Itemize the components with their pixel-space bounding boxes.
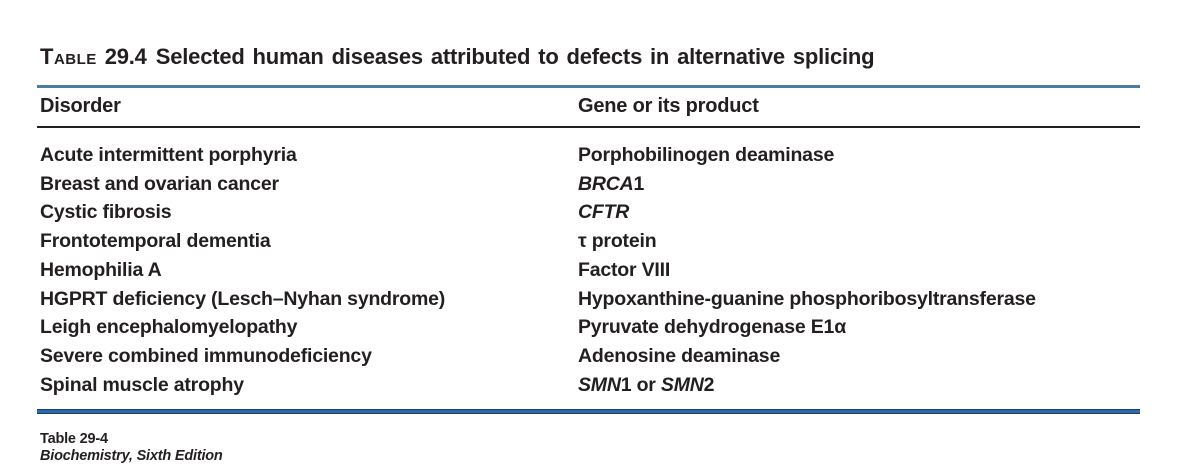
gene-cell: Pyruvate dehydrogenase E1α [578, 313, 1140, 342]
gene-segment: Adenosine deaminase [578, 344, 781, 367]
gene-segment: Factor VIII [578, 258, 671, 281]
disorder-cell: Breast and ovarian cancer [40, 172, 279, 195]
gene-cell: Adenosine deaminase [578, 342, 1140, 371]
table-title-text: Selected human diseases attributed to de… [155, 44, 875, 69]
disorder-cell: Cystic fibrosis [40, 201, 172, 224]
table-row: Frontotemporal dementia τ protein [40, 227, 1140, 256]
gene-cell: Porphobilinogen deaminase [578, 141, 1140, 170]
footer: Table 29-4 Biochemistry, Sixth Edition [40, 431, 223, 465]
gene-segment-italic: CFTR [578, 201, 630, 224]
table-row: Hemophilia A Factor VIII [40, 256, 1140, 285]
gene-segment: 1 or [620, 373, 661, 396]
top-rule [37, 85, 1140, 88]
disorder-cell: HGPRT deficiency (Lesch–Nyhan syndrome) [40, 287, 446, 310]
table-row: Cystic fibrosis CFTR [40, 198, 1140, 227]
footer-source: Biochemistry, Sixth Edition [40, 448, 223, 464]
gene-cell: BRCA1 [578, 170, 1140, 199]
gene-segment: 2 [703, 373, 715, 396]
gene-segment-italic: BRCA [578, 172, 634, 195]
gene-cell: Hypoxanthine-guanine phosphoribosyltrans… [578, 285, 1140, 314]
disorder-cell: Hemophilia A [40, 258, 162, 281]
table-title-word: Table [40, 44, 97, 69]
gene-cell: Factor VIII [578, 256, 1140, 285]
gene-cell: τ protein [578, 227, 1140, 256]
table-row: Severe combined immunodeficiency Adenosin… [40, 342, 1140, 371]
gene-segment-italic: SMN [660, 373, 704, 396]
gene-segment: τ protein [578, 230, 657, 253]
table-body: Acute intermittent porphyria Porphobilino… [40, 141, 1140, 399]
table-row: HGPRT deficiency (Lesch–Nyhan syndrome) H… [40, 285, 1140, 314]
disorder-cell: Acute intermittent porphyria [40, 144, 297, 166]
disorder-cell: Severe combined immunodeficiency [40, 344, 372, 367]
gene-segment: Hypoxanthine-guanine phosphoribosyltrans… [578, 287, 1036, 310]
column-header-disorder: Disorder [40, 95, 121, 117]
gene-segment: Porphobilinogen deaminase [578, 144, 835, 166]
gene-segment-italic: SMN [578, 373, 621, 396]
table-row: Breast and ovarian cancer BRCA1 [40, 170, 1140, 199]
table-title: Table 29.4 Selected human diseases attrib… [40, 44, 875, 70]
table-row: Leigh encephalomyelopathy Pyruvate dehydr… [40, 313, 1140, 342]
gene-segment: Pyruvate dehydrogenase E1α [578, 316, 846, 339]
gene-segment: 1 [633, 172, 645, 195]
disorder-cell: Frontotemporal dementia [40, 230, 271, 253]
column-header-gene: Gene or its product [578, 95, 759, 117]
footer-table-ref: Table 29-4 [40, 431, 108, 447]
header-rule [37, 126, 1140, 128]
gene-cell: CFTR [578, 198, 1140, 227]
table-row: Acute intermittent porphyria Porphobilino… [40, 141, 1140, 170]
table-title-number: 29.4 [104, 44, 147, 69]
bottom-rule [37, 409, 1140, 414]
gene-cell: SMN1 or SMN2 [578, 371, 1140, 400]
disorder-cell: Spinal muscle atrophy [40, 373, 244, 396]
disorder-cell: Leigh encephalomyelopathy [40, 316, 298, 339]
table-header-row: Disorder Gene or its product [40, 95, 1140, 118]
table-row: Spinal muscle atrophy SMN1 or SMN2 [40, 371, 1140, 400]
